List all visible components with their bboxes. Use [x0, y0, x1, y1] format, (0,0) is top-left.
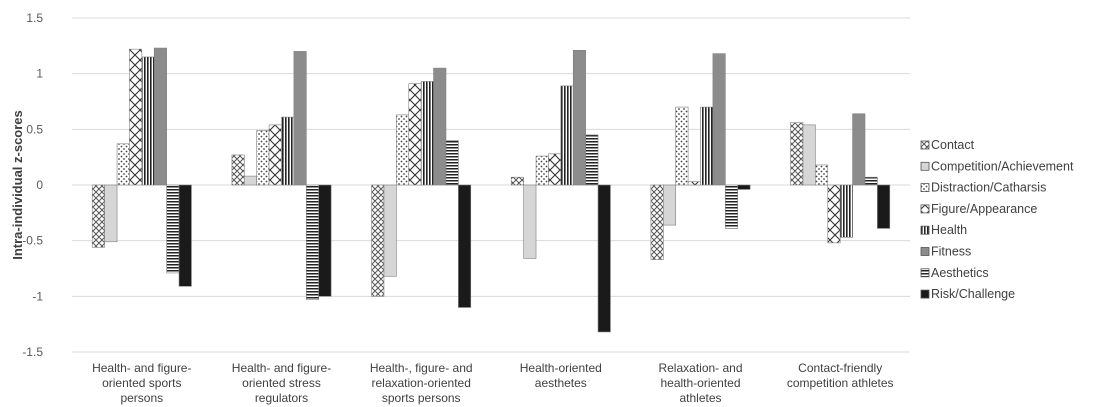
- bar-aesthetics: [305, 184, 319, 300]
- bar-aesthetics: [166, 184, 180, 274]
- bar-contact: [510, 176, 524, 186]
- bar-health: [281, 116, 295, 186]
- x-category-label: oriented sports: [102, 376, 181, 390]
- bar-health: [839, 184, 853, 238]
- bar-distraction-catharsis: [256, 130, 270, 186]
- bar-distraction-catharsis: [535, 155, 549, 186]
- bar-fitness: [153, 47, 167, 186]
- bar-risk-challenge: [458, 184, 472, 308]
- bar-risk-challenge: [318, 184, 332, 297]
- legend-entry: Aesthetics: [931, 266, 989, 280]
- legend-entry: Figure/Appearance: [931, 202, 1037, 216]
- legend-entry: Distraction/Catharsis: [931, 181, 1046, 195]
- y-tick-label: -1.5: [22, 345, 43, 359]
- bar-contact: [371, 184, 385, 297]
- bar-health: [141, 56, 155, 186]
- x-category-label: athletes: [679, 391, 721, 405]
- legend-entry: Contact: [931, 138, 975, 152]
- bar-risk-challenge: [737, 184, 751, 190]
- x-category-label: health-oriented: [660, 376, 740, 390]
- y-tick-label: 1: [36, 67, 43, 81]
- x-category-label: aesthetes: [535, 376, 587, 390]
- y-axis-label: Intra-individual z-scores: [10, 110, 25, 260]
- x-category-label: Health-, figure- and: [370, 361, 473, 375]
- legend-swatch: [920, 289, 930, 299]
- y-tick-label: 0.5: [26, 122, 43, 136]
- bar-figure-appearance: [687, 181, 701, 186]
- bars: [91, 47, 891, 333]
- bar-health: [560, 85, 574, 186]
- bar-fitness: [852, 113, 866, 186]
- bar-contact: [91, 184, 105, 248]
- bar-contact: [790, 122, 804, 186]
- bar-competition-achievement: [383, 184, 397, 277]
- legend-swatch: [920, 247, 930, 256]
- bar-aesthetics: [864, 176, 878, 186]
- legend-entry: Competition/Achievement: [931, 159, 1074, 173]
- x-category-label: relaxation-oriented: [371, 376, 470, 390]
- legend-swatch: [920, 140, 930, 150]
- x-category-label: Contact-friendly: [798, 361, 882, 375]
- bar-figure-appearance: [548, 153, 562, 186]
- y-axis: 1.5 1 0.5 0 -0.5 -1 -1.5: [22, 11, 43, 359]
- y-tick-label: -1: [32, 289, 43, 303]
- x-category-label: competition athletes: [787, 376, 894, 390]
- x-category-label: Relaxation- and: [658, 361, 742, 375]
- legend-swatch: [920, 161, 930, 171]
- bar-risk-challenge: [178, 184, 192, 287]
- bar-aesthetics: [585, 134, 599, 186]
- y-tick-label: -0.5: [22, 234, 43, 248]
- bar-figure-appearance: [408, 83, 422, 186]
- x-category-label: Health-oriented: [520, 361, 602, 375]
- bar-aesthetics: [445, 140, 459, 186]
- y-tick-label: 0: [36, 178, 43, 192]
- bar-health: [700, 106, 714, 186]
- legend-swatch: [920, 183, 930, 193]
- legend-entry: Health: [931, 223, 967, 237]
- bar-competition-achievement: [104, 184, 118, 243]
- bar-competition-achievement: [523, 184, 537, 259]
- bar-distraction-catharsis: [116, 143, 130, 186]
- bar-fitness: [712, 53, 726, 186]
- x-category-label: regulators: [255, 391, 308, 405]
- bar-figure-appearance: [129, 48, 143, 186]
- x-category-label: sports persons: [382, 391, 461, 405]
- bar-risk-challenge: [597, 184, 611, 333]
- bar-distraction-catharsis: [815, 164, 829, 186]
- x-category-label: oriented stress: [242, 376, 321, 390]
- legend-swatch: [920, 225, 930, 235]
- x-category-label: Health- and figure-: [92, 361, 191, 375]
- bar-fitness: [572, 49, 586, 186]
- bar-figure-appearance: [268, 124, 282, 186]
- bar-contact: [231, 154, 245, 186]
- bar-competition-achievement: [802, 124, 816, 186]
- legend: Contact Competition/Achievement Distractio…: [920, 138, 1074, 301]
- gridlines: [72, 17, 910, 353]
- x-axis: Health- and figure-oriented sportsperson…: [92, 361, 893, 405]
- x-category-label: Health- and figure-: [232, 361, 331, 375]
- legend-swatch: [920, 268, 930, 278]
- bar-risk-challenge: [877, 184, 891, 229]
- bar-figure-appearance: [827, 184, 841, 244]
- bar-fitness: [433, 67, 447, 186]
- bar-fitness: [293, 51, 307, 186]
- y-tick-label: 1.5: [26, 11, 43, 25]
- legend-swatch: [920, 204, 930, 214]
- bar-distraction-catharsis: [396, 114, 410, 186]
- bar-aesthetics: [724, 184, 738, 229]
- bar-distraction-catharsis: [675, 106, 689, 186]
- x-category-label: persons: [120, 391, 163, 405]
- legend-entry: Risk/Challenge: [931, 287, 1015, 301]
- bar-competition-achievement: [244, 175, 258, 186]
- legend-entry: Fitness: [931, 245, 971, 259]
- bar-contact: [650, 184, 664, 260]
- bar-health: [420, 81, 434, 186]
- bar-competition-achievement: [662, 184, 676, 226]
